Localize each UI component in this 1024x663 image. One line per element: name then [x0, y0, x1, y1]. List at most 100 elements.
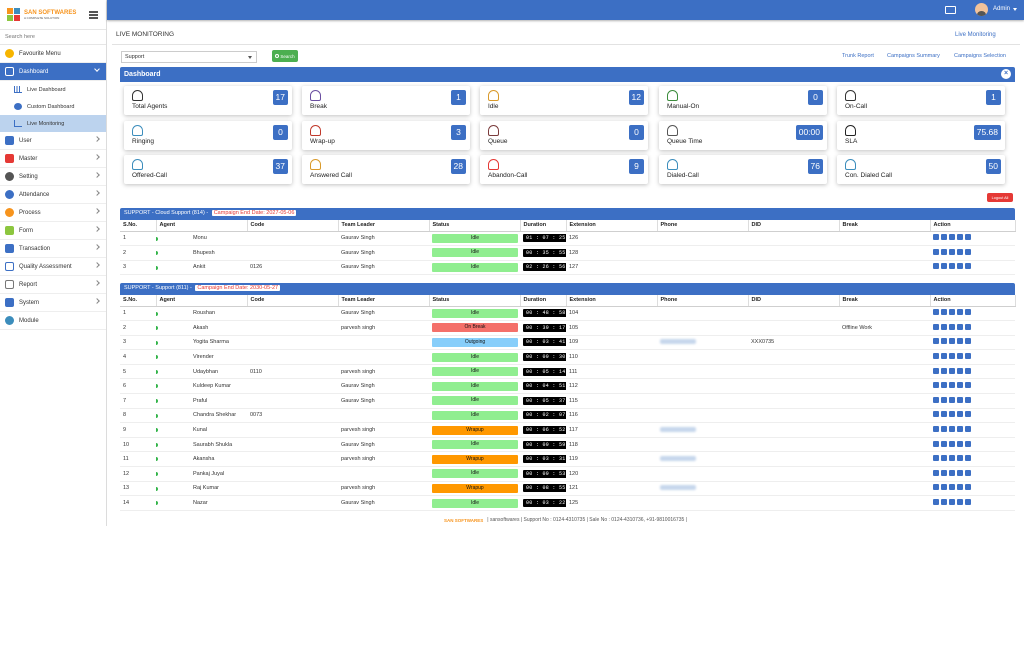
column-header[interactable]: Action	[930, 220, 1016, 232]
pause-button[interactable]	[957, 309, 963, 316]
column-header[interactable]: Status	[429, 295, 521, 307]
logout-button[interactable]	[965, 338, 971, 345]
pause-button[interactable]	[957, 323, 963, 330]
hamburger-icon[interactable]	[89, 11, 98, 19]
column-header[interactable]: Phone	[657, 295, 749, 307]
barge-button[interactable]	[949, 411, 955, 418]
listen-button[interactable]	[933, 455, 939, 462]
pause-button[interactable]	[957, 455, 963, 462]
whisper-button[interactable]	[941, 469, 947, 476]
column-header[interactable]: S.No.	[120, 295, 157, 307]
logout-button[interactable]	[965, 353, 971, 360]
barge-button[interactable]	[949, 499, 955, 506]
breadcrumb[interactable]: Live Monitoring	[955, 32, 996, 38]
sidebar-item-user[interactable]: User	[0, 132, 106, 150]
sidebar-item-module[interactable]: Module	[0, 312, 106, 330]
pause-button[interactable]	[957, 484, 963, 491]
sidebar-sub-custom-dashboard[interactable]: Custom Dashboard	[0, 98, 106, 115]
barge-button[interactable]	[949, 455, 955, 462]
column-header[interactable]: Extension	[566, 220, 658, 232]
barge-button[interactable]	[949, 248, 955, 255]
column-header[interactable]: DID	[748, 220, 840, 232]
column-header[interactable]: Status	[429, 220, 521, 232]
listen-button[interactable]	[933, 323, 939, 330]
whisper-button[interactable]	[941, 411, 947, 418]
sidebar-item-attendance[interactable]: Attendance	[0, 186, 106, 204]
listen-button[interactable]	[933, 263, 939, 270]
whisper-button[interactable]	[941, 455, 947, 462]
column-header[interactable]: Action	[930, 295, 1016, 307]
pause-button[interactable]	[957, 382, 963, 389]
listen-button[interactable]	[933, 411, 939, 418]
barge-button[interactable]	[949, 323, 955, 330]
whisper-button[interactable]	[941, 248, 947, 255]
logout-button[interactable]	[965, 469, 971, 476]
sidebar-sub-live-dashboard[interactable]: Live Dashboard	[0, 81, 106, 98]
logout-button[interactable]	[965, 484, 971, 491]
logout-button[interactable]	[965, 309, 971, 316]
listen-button[interactable]	[933, 248, 939, 255]
listen-button[interactable]	[933, 426, 939, 433]
listen-button[interactable]	[933, 382, 939, 389]
listen-button[interactable]	[933, 234, 939, 241]
sidebar-search-input[interactable]	[5, 34, 101, 40]
whisper-button[interactable]	[941, 440, 947, 447]
listen-button[interactable]	[933, 396, 939, 403]
barge-button[interactable]	[949, 338, 955, 345]
barge-button[interactable]	[949, 469, 955, 476]
logout-button[interactable]	[965, 411, 971, 418]
close-icon[interactable]: ×	[1001, 69, 1011, 79]
sidebar-item-favourite[interactable]: Favourite Menu	[0, 45, 106, 63]
barge-button[interactable]	[949, 382, 955, 389]
listen-button[interactable]	[933, 440, 939, 447]
sidebar-item-form[interactable]: Form	[0, 222, 106, 240]
listen-button[interactable]	[933, 353, 939, 360]
whisper-button[interactable]	[941, 353, 947, 360]
sidebar-item-transaction[interactable]: Transaction	[0, 240, 106, 258]
sidebar-item-process[interactable]: Process	[0, 204, 106, 222]
column-header[interactable]: Code	[247, 220, 339, 232]
column-header[interactable]: Team Leader	[338, 220, 430, 232]
whisper-button[interactable]	[941, 382, 947, 389]
sidebar-item-report[interactable]: Report	[0, 276, 106, 294]
whisper-button[interactable]	[941, 367, 947, 374]
barge-button[interactable]	[949, 353, 955, 360]
pause-button[interactable]	[957, 353, 963, 360]
logout-button[interactable]	[965, 323, 971, 330]
barge-button[interactable]	[949, 484, 955, 491]
whisper-button[interactable]	[941, 234, 947, 241]
barge-button[interactable]	[949, 263, 955, 270]
logout-button[interactable]	[965, 440, 971, 447]
barge-button[interactable]	[949, 440, 955, 447]
pause-button[interactable]	[957, 248, 963, 255]
logout-button[interactable]	[965, 367, 971, 374]
pause-button[interactable]	[957, 263, 963, 270]
whisper-button[interactable]	[941, 309, 947, 316]
column-header[interactable]: S.No.	[120, 220, 157, 232]
column-header[interactable]: Agent	[156, 295, 248, 307]
logout-button[interactable]	[965, 499, 971, 506]
whisper-button[interactable]	[941, 323, 947, 330]
monitor-icon[interactable]	[945, 6, 956, 14]
listen-button[interactable]	[933, 469, 939, 476]
campaign-select[interactable]: Support	[121, 51, 257, 63]
campaigns-summary-link[interactable]: Campaigns Summary	[887, 53, 940, 59]
search-button[interactable]: Search	[272, 50, 298, 62]
pause-button[interactable]	[957, 338, 963, 345]
logout-button[interactable]	[965, 396, 971, 403]
sidebar-item-quality[interactable]: Quality Assessment	[0, 258, 106, 276]
campaigns-selection-link[interactable]: Campaigns Selection	[954, 53, 1006, 59]
listen-button[interactable]	[933, 309, 939, 316]
column-header[interactable]: Break	[839, 295, 931, 307]
logout-button[interactable]	[965, 263, 971, 270]
whisper-button[interactable]	[941, 263, 947, 270]
column-header[interactable]: DID	[748, 295, 840, 307]
column-header[interactable]: Code	[247, 295, 339, 307]
avatar[interactable]	[975, 3, 988, 16]
pause-button[interactable]	[957, 499, 963, 506]
whisper-button[interactable]	[941, 338, 947, 345]
column-header[interactable]: Team Leader	[338, 295, 430, 307]
pause-button[interactable]	[957, 426, 963, 433]
listen-button[interactable]	[933, 338, 939, 345]
listen-button[interactable]	[933, 367, 939, 374]
